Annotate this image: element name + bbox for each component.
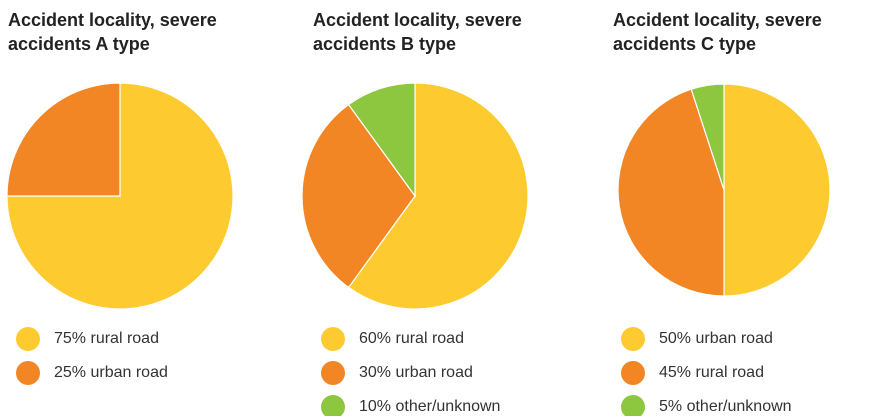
legend-swatch: [621, 361, 645, 385]
pie-slice: [723, 83, 831, 297]
legend-item: 60% rural road: [313, 322, 500, 356]
legend: 50% urban road 45% rural road 5% other/unk…: [613, 322, 792, 416]
legend-item: 45% rural road: [613, 356, 792, 390]
legend-value: 45%: [659, 364, 692, 381]
legend-swatch: [621, 395, 645, 416]
legend-swatch: [16, 327, 40, 351]
pie-slice: [617, 88, 725, 297]
legend-item: 5% other/unknown: [613, 390, 792, 416]
pie-slice: [6, 82, 121, 197]
legend-label: rural road: [695, 364, 764, 381]
legend-item: 25% urban road: [8, 356, 168, 390]
legend-item: 30% urban road: [313, 356, 500, 390]
pie-slice: [347, 82, 416, 198]
legend-label: other/unknown: [686, 398, 792, 415]
legend-label: urban road: [90, 364, 168, 381]
legend-swatch: [321, 327, 345, 351]
chart-title: Accident locality, severe accidents B ty…: [313, 10, 522, 54]
legend-swatch: [16, 361, 40, 385]
pie-slice: [301, 103, 416, 289]
legend-value: 60%: [359, 330, 392, 347]
pie-slice: [6, 82, 234, 310]
legend-label: other/unknown: [395, 398, 501, 415]
pie-slice: [690, 83, 725, 191]
chart-title: Accident locality, severe accidents A ty…: [8, 10, 217, 54]
legend-item: 10% other/unknown: [313, 390, 500, 416]
legend-label: rural road: [395, 330, 464, 347]
chart-title: Accident locality, severe accidents C ty…: [613, 10, 822, 54]
legend-label: urban road: [395, 364, 473, 381]
legend-value: 30%: [359, 364, 392, 381]
legend-swatch: [621, 327, 645, 351]
legend-item: 75% rural road: [8, 322, 168, 356]
legend-label: urban road: [695, 330, 773, 347]
legend-value: 10%: [359, 398, 392, 415]
legend-label: rural road: [90, 330, 159, 347]
legend-item: 50% urban road: [613, 322, 792, 356]
legend-value: 50%: [659, 330, 692, 347]
legend-value: 5%: [659, 398, 683, 415]
legend-swatch: [321, 361, 345, 385]
legend-value: 75%: [54, 330, 87, 347]
legend: 60% rural road 30% urban road 10% other/un…: [313, 322, 500, 416]
pie-slice: [347, 82, 529, 310]
legend: 75% rural road 25% urban road: [8, 322, 168, 390]
legend-swatch: [321, 395, 345, 416]
legend-value: 25%: [54, 364, 87, 381]
